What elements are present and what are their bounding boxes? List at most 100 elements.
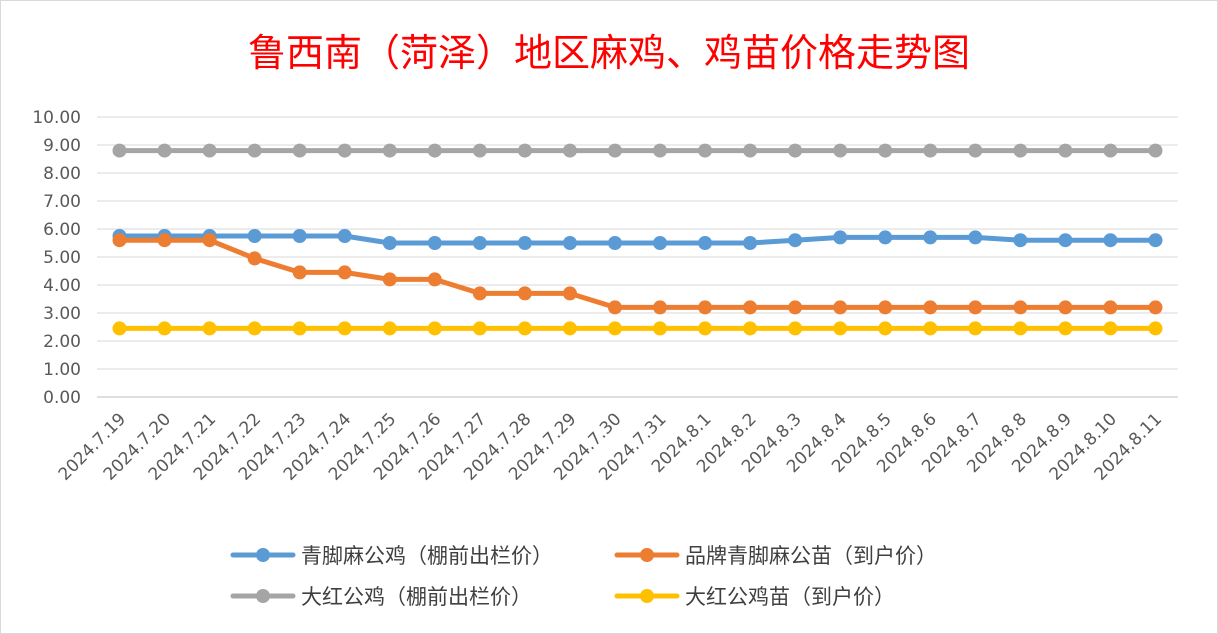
data-point — [923, 143, 938, 158]
data-point — [968, 321, 983, 336]
legend-marker — [640, 589, 654, 603]
data-point — [653, 143, 668, 158]
legend-marker — [640, 548, 654, 562]
legend: 青脚麻公鸡（棚前出栏价） 品牌青脚麻公苗（到户价） 大红公鸡（棚前出栏价） 大红公鸡苗… — [230, 544, 937, 609]
data-point — [878, 230, 893, 245]
y-tick-label: 7.00 — [43, 192, 81, 212]
data-point — [1103, 143, 1118, 158]
data-point — [472, 286, 487, 301]
data-point — [337, 143, 352, 158]
y-tick-label: 5.00 — [43, 248, 81, 268]
y-tick-label: 0.00 — [43, 388, 81, 408]
data-point — [427, 321, 442, 336]
data-point — [1148, 143, 1163, 158]
data-point — [382, 272, 397, 287]
data-point — [607, 300, 622, 315]
data-point — [427, 143, 442, 158]
data-point — [247, 321, 262, 336]
data-point — [607, 236, 622, 250]
series-4 — [112, 321, 1163, 336]
y-tick-label: 9.00 — [43, 136, 81, 156]
series-line — [117, 233, 1158, 246]
data-point — [788, 300, 803, 315]
data-point — [472, 321, 487, 336]
data-point — [968, 143, 983, 158]
data-point — [1103, 300, 1118, 315]
data-point — [112, 321, 127, 336]
data-point — [157, 143, 172, 158]
data-point — [653, 236, 668, 250]
y-tick-label: 3.00 — [43, 304, 81, 324]
data-point — [517, 286, 532, 301]
series-group — [112, 143, 1163, 336]
data-point — [292, 143, 307, 158]
data-point — [878, 321, 893, 336]
data-point — [112, 143, 127, 158]
data-point — [1058, 143, 1073, 158]
legend-label: 大红公鸡（棚前出栏价） — [301, 585, 532, 609]
data-point — [202, 321, 217, 336]
data-point — [968, 300, 983, 315]
data-point — [292, 229, 307, 243]
data-point — [112, 233, 127, 248]
y-tick-label: 10.00 — [32, 108, 81, 128]
data-point — [923, 230, 938, 245]
data-point — [562, 143, 577, 158]
data-point — [562, 236, 577, 250]
data-point — [968, 230, 983, 245]
data-point — [1013, 233, 1028, 248]
chart-title: 鲁西南（菏泽）地区麻鸡、鸡苗价格走势图 — [248, 31, 970, 75]
y-tick-label: 6.00 — [43, 220, 81, 240]
data-point — [743, 321, 758, 336]
data-point — [157, 321, 172, 336]
data-point — [788, 143, 803, 158]
data-point — [1013, 143, 1028, 158]
data-point — [1148, 321, 1163, 336]
data-point — [743, 143, 758, 158]
data-point — [1148, 300, 1163, 315]
legend-item: 青脚麻公鸡（棚前出栏价） — [230, 544, 553, 568]
data-point — [1103, 321, 1118, 336]
legend-label: 青脚麻公鸡（棚前出栏价） — [301, 544, 553, 568]
data-point — [1103, 233, 1118, 248]
data-point — [878, 300, 893, 315]
legend-label: 品牌青脚麻公苗（到户价） — [685, 544, 937, 568]
legend-marker — [256, 589, 270, 603]
data-point — [923, 300, 938, 315]
y-tick-label: 4.00 — [43, 276, 81, 296]
legend-item: 品牌青脚麻公苗（到户价） — [614, 544, 937, 568]
series-1 — [112, 229, 1163, 250]
data-point — [202, 143, 217, 158]
data-point — [1058, 300, 1073, 315]
data-point — [653, 300, 668, 315]
data-point — [427, 236, 442, 250]
series-line — [117, 237, 1158, 310]
data-point — [1058, 321, 1073, 336]
data-point — [698, 300, 713, 315]
data-point — [472, 236, 487, 250]
data-point — [653, 321, 668, 336]
data-point — [1148, 233, 1163, 248]
data-point — [382, 321, 397, 336]
data-point — [698, 143, 713, 158]
data-point — [337, 229, 352, 243]
data-point — [427, 272, 442, 287]
data-point — [382, 143, 397, 158]
data-point — [517, 143, 532, 158]
data-point — [607, 143, 622, 158]
data-point — [292, 265, 307, 280]
data-point — [833, 321, 848, 336]
data-point — [698, 321, 713, 336]
data-point — [517, 321, 532, 336]
data-point — [743, 236, 758, 250]
y-tick-label: 8.00 — [43, 164, 81, 184]
series-2 — [112, 233, 1163, 315]
data-point — [1013, 321, 1028, 336]
data-point — [743, 300, 758, 315]
data-point — [698, 236, 713, 250]
data-point — [247, 143, 262, 158]
data-point — [337, 265, 352, 280]
legend-marker — [256, 548, 270, 562]
data-point — [562, 286, 577, 301]
